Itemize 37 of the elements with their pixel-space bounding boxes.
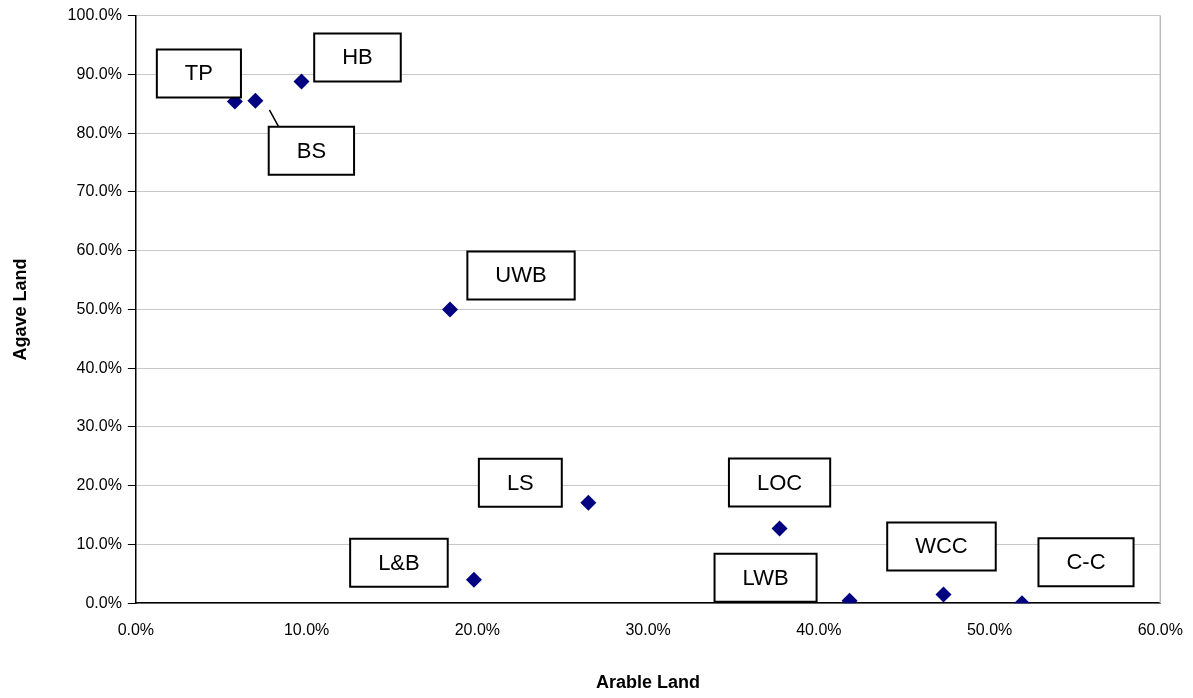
annotation: L&B (378, 549, 420, 575)
annotation: C-C (1066, 549, 1106, 575)
annotation: BS (296, 137, 327, 163)
y-tick-label: 40.0% (76, 358, 122, 376)
x-tick-label: 60.0% (1137, 621, 1183, 639)
y-axis-title: Agave Land (9, 258, 30, 361)
y-tick-label: 50.0% (76, 299, 122, 317)
point (293, 73, 310, 90)
y-tick-label: 10.0% (76, 534, 122, 552)
annotation: LOC (756, 469, 803, 495)
annotation: UWB (495, 262, 547, 288)
point (771, 520, 788, 537)
x-tick-label: 10.0% (283, 621, 330, 639)
y-tick-label: 60.0% (76, 241, 122, 259)
point (247, 92, 264, 109)
annotation: TP (184, 60, 213, 86)
y-tick-label: 80.0% (76, 123, 122, 141)
x-tick-label: 30.0% (625, 621, 671, 639)
y-tick-label: 0.0% (85, 593, 122, 611)
x-axis-title: Arable Land (596, 672, 701, 693)
y-tick-label: 70.0% (76, 182, 122, 200)
x-tick-label: 50.0% (966, 621, 1013, 639)
y-tick-label: 100.0% (67, 6, 122, 24)
x-tick-label: 40.0% (796, 621, 842, 639)
annotation: LS (506, 469, 534, 495)
y-tick-label: 30.0% (76, 417, 122, 435)
annotation: WCC (915, 533, 968, 559)
point (580, 494, 597, 511)
point (465, 571, 482, 588)
y-tick-label: 20.0% (76, 476, 122, 494)
y-tick-label: 90.0% (76, 64, 122, 82)
point (442, 301, 459, 318)
x-tick-label: 20.0% (454, 621, 501, 639)
x-tick-label: 0.0% (117, 621, 155, 639)
annotation: LWB (742, 564, 789, 590)
point (935, 586, 952, 603)
annotation: HB (342, 44, 373, 70)
